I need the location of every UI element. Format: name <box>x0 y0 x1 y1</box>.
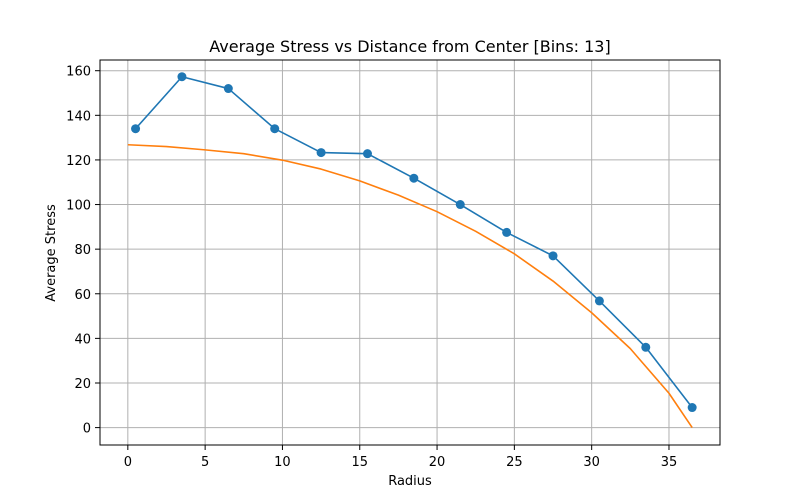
series-1-point <box>362 149 372 159</box>
series-1-point <box>594 296 604 306</box>
y-tick-label: 20 <box>74 377 91 392</box>
axis-ticks: 0 5 10 15 20 25 30 35 0 20 40 60 80 100 120 140 160 <box>66 65 677 470</box>
y-axis-label: Average Stress <box>44 204 59 302</box>
series-1-point <box>641 342 651 352</box>
series-1-point <box>548 251 558 261</box>
series-1-point <box>409 173 419 183</box>
series-1-line <box>134 75 693 409</box>
series-1-point <box>687 403 697 413</box>
series-1-point <box>270 124 280 134</box>
plot-series <box>127 72 697 429</box>
chart-title: Average Stress vs Distance from Center [… <box>209 37 610 56</box>
x-tick-label: 20 <box>429 455 446 470</box>
x-tick-label: 25 <box>506 455 523 470</box>
y-tick-label: 140 <box>66 109 91 124</box>
series-1-point <box>502 227 512 237</box>
y-tick-label: 0 <box>83 422 91 437</box>
grid-lines <box>100 60 720 445</box>
series-2-line <box>127 143 693 429</box>
y-tick-label: 120 <box>66 154 91 169</box>
series-1-point <box>223 84 233 94</box>
x-tick-label: 0 <box>124 455 132 470</box>
plot-area-frame <box>99 59 721 446</box>
x-tick-label: 30 <box>583 455 600 470</box>
y-tick-label: 160 <box>66 65 91 80</box>
y-tick-label: 100 <box>66 199 91 214</box>
x-tick-label: 5 <box>201 455 209 470</box>
series-1-point <box>316 148 326 158</box>
series-1-point <box>177 72 187 82</box>
series-1-point <box>131 124 141 134</box>
x-tick-label: 10 <box>274 455 291 470</box>
x-tick-label: 35 <box>661 455 678 470</box>
y-tick-label: 80 <box>74 243 91 258</box>
x-tick-label: 15 <box>351 455 368 470</box>
y-tick-label: 40 <box>74 332 91 347</box>
series-1-point <box>455 200 465 210</box>
x-axis-label: Radius <box>388 474 432 489</box>
y-tick-label: 60 <box>74 288 91 303</box>
